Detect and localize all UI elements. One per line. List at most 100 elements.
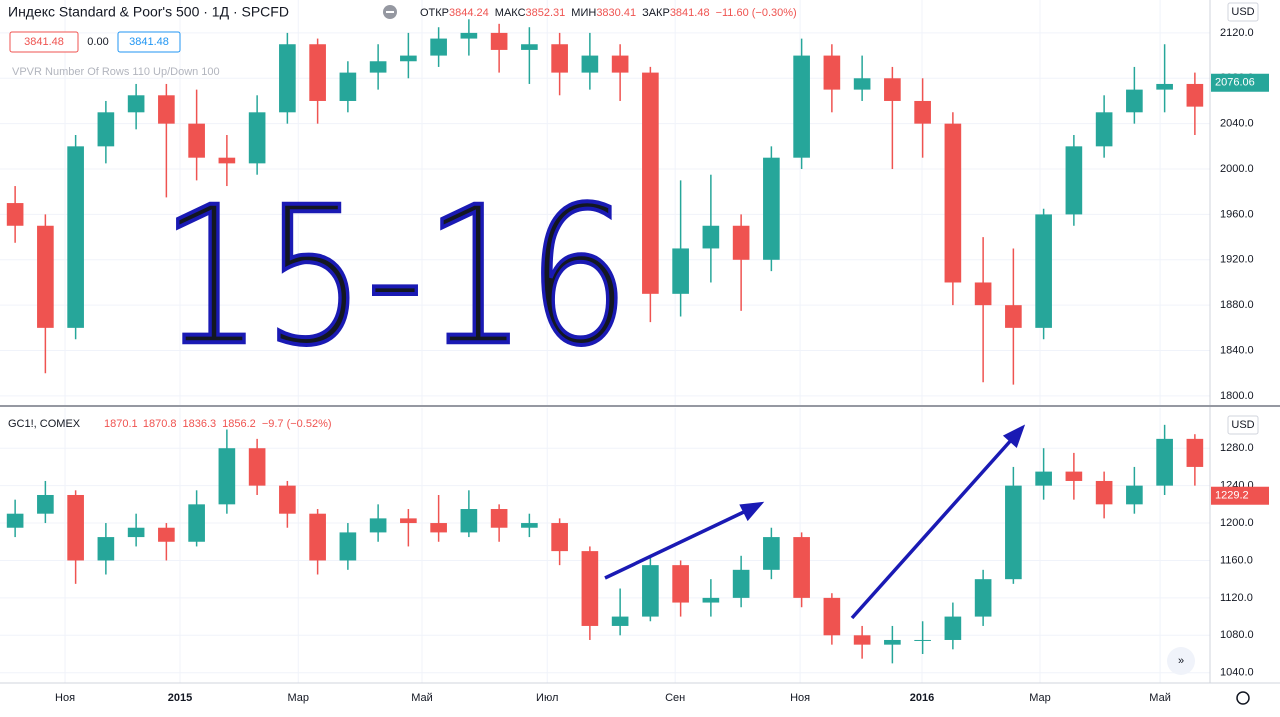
candle-body [884, 78, 901, 101]
candle-body [339, 72, 357, 101]
candle-body [974, 282, 992, 306]
candle-body [1005, 485, 1022, 580]
x-tick-label: Ноя [790, 692, 810, 704]
candle-body [611, 616, 629, 626]
x-tick-label: Мар [1029, 692, 1051, 704]
candle-body [309, 44, 326, 101]
candle-body [702, 597, 720, 603]
settings-icon[interactable] [1236, 691, 1250, 705]
candle-body [430, 38, 447, 56]
quote-row: 1870.1 1870.8 1836.3 1856.2 −9.7 (−0.52%) [104, 418, 332, 430]
quote-value: 3852.31 [526, 7, 566, 19]
currency-box[interactable] [1227, 415, 1259, 435]
candle-body [1126, 485, 1143, 505]
candle-body [1065, 146, 1083, 215]
y-tick-label: 1960.0 [1220, 208, 1254, 220]
candle-body [853, 78, 871, 90]
arrow [850, 436, 1015, 620]
x-tick-label: 2016 [910, 692, 934, 704]
candle-body [1035, 214, 1052, 328]
y-tick-label: 1080.0 [1220, 629, 1254, 641]
y-tick-label: 2000.0 [1220, 163, 1254, 175]
candle-body [732, 225, 750, 260]
candle-body [279, 485, 296, 514]
candle-body [309, 513, 326, 561]
last-price-tag [1211, 486, 1269, 505]
scroll-button[interactable] [1167, 647, 1195, 675]
arrows [604, 424, 1026, 620]
candle-body [37, 494, 54, 514]
candle-body [97, 537, 115, 561]
x-tick-label: Июл [536, 692, 558, 704]
candle-body [974, 579, 992, 617]
candle-body [763, 157, 780, 260]
candle-body [248, 448, 266, 486]
candle-body [642, 565, 659, 617]
candle-body [793, 55, 810, 158]
candle-body [97, 112, 115, 147]
candle-body [369, 518, 387, 533]
last-price-label: 2076.06 [1215, 77, 1255, 89]
plot [6, 19, 1204, 664]
candle-body [1186, 438, 1204, 467]
symbol-title[interactable]: GC1!, COMEX [8, 418, 81, 430]
candle-body [400, 518, 417, 524]
quote-value: 1870.8 [143, 418, 177, 430]
candle-body [460, 509, 478, 533]
quote-label: ОТКР [420, 7, 449, 19]
candle-body [944, 616, 962, 640]
legend-top: Индекс Standard & Poor's 500 · 1Д · SPCF… [8, 2, 1259, 78]
currency: USD [1231, 6, 1254, 18]
candle-body [158, 527, 175, 542]
quote-row: ОТКР3844.24 МАКС3852.31 МИН3830.41 ЗАКР3841… [420, 7, 797, 19]
quote-value: 1836.3 [183, 418, 217, 430]
quote-value: 3841.48 [670, 7, 710, 19]
indicator-label[interactable]: VPVR Number Of Rows 110 Up/Down 100 [12, 66, 220, 78]
price-box-text: 3841.48 [24, 36, 64, 48]
price-box[interactable] [9, 31, 79, 53]
candle-body [400, 55, 417, 62]
candle-body [218, 157, 236, 164]
quote-value: 3830.41 [596, 7, 636, 19]
candle-body [581, 55, 599, 73]
candle-body [521, 523, 538, 528]
candle-body [914, 100, 931, 124]
currency-box[interactable] [1227, 2, 1259, 22]
candle-body [823, 597, 841, 636]
candle-body [37, 225, 54, 328]
price-box-text: 3841.48 [129, 36, 169, 48]
price-box[interactable] [117, 31, 181, 53]
icon: » [1178, 655, 1184, 667]
candle-body [127, 95, 145, 113]
y-tick-label: 1200.0 [1220, 517, 1254, 529]
candle-body [914, 639, 931, 641]
y-tick-label: 1040.0 [1220, 667, 1254, 679]
candle-body [672, 565, 689, 603]
candle-body [490, 509, 508, 528]
x-tick-label: Сен [665, 692, 685, 704]
candle-body [732, 569, 750, 598]
legend-bottom: GC1!, COMEX 1870.1 1870.8 1836.3 1856.2 −9.7… [8, 415, 1259, 705]
candle-body [127, 527, 145, 538]
candle-body [1156, 83, 1173, 90]
y-tick-label: 1840.0 [1220, 344, 1254, 356]
symbol-title[interactable]: Индекс Standard & Poor's 500 · 1Д · SPCF… [8, 4, 289, 20]
quote-value: 1856.2 [222, 418, 256, 430]
quote-label: МАКС [495, 7, 526, 19]
y-tick-label: 1280.0 [1220, 442, 1254, 454]
candle-body [369, 61, 387, 73]
candle-body [702, 225, 720, 249]
candle-body [1126, 89, 1143, 113]
candle-body [581, 551, 599, 626]
candle-body [1186, 83, 1204, 107]
candle-body [551, 523, 568, 552]
y-tick-label: 2120.0 [1220, 27, 1254, 39]
candle-body [823, 55, 841, 90]
last-price-tag [1211, 73, 1269, 92]
candle-body [188, 123, 205, 158]
x-tick-label: Май [411, 692, 433, 704]
candle-body [490, 32, 508, 50]
last-price-label: 1229.2 [1215, 490, 1249, 502]
candle-body [1095, 112, 1113, 147]
